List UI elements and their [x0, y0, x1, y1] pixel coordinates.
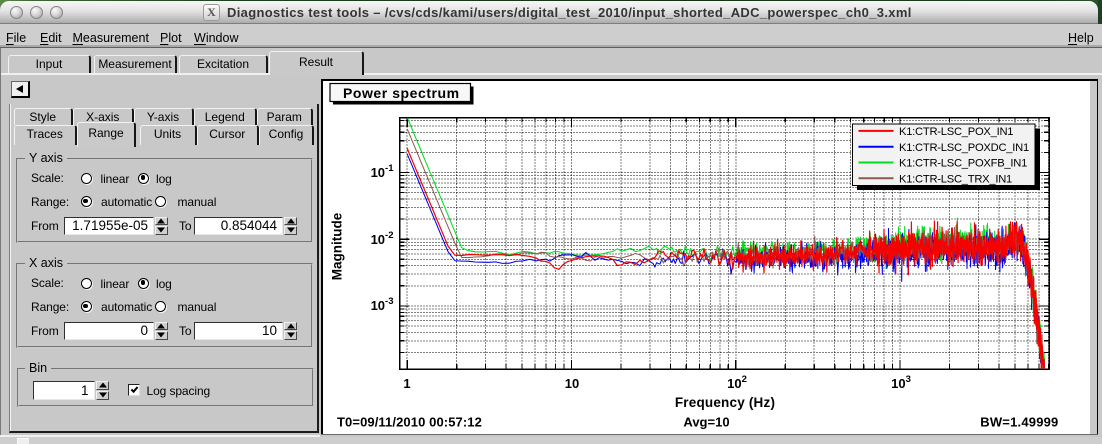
- svg-text:1: 1: [403, 376, 410, 391]
- svg-text:K1:CTR-LSC_POXFB_IN1: K1:CTR-LSC_POXFB_IN1: [899, 158, 1027, 170]
- svg-text:Magnitude: Magnitude: [330, 212, 345, 280]
- svg-text:10-2: 10-2: [371, 230, 394, 247]
- svg-text:Frequency (Hz): Frequency (Hz): [675, 395, 775, 410]
- svg-text:Avg=10: Avg=10: [683, 415, 729, 430]
- svg-text:T0=09/11/2010 00:57:12: T0=09/11/2010 00:57:12: [337, 415, 482, 430]
- svg-text:K1:CTR-LSC_POX_IN1: K1:CTR-LSC_POX_IN1: [899, 126, 1013, 138]
- svg-text:Power spectrum: Power spectrum: [343, 85, 460, 101]
- svg-text:K1:CTR-LSC_TRX_IN1: K1:CTR-LSC_TRX_IN1: [899, 174, 1012, 186]
- svg-text:102: 102: [727, 374, 747, 391]
- svg-text:10-3: 10-3: [371, 296, 394, 313]
- svg-text:10-1: 10-1: [371, 163, 395, 180]
- svg-text:BW=1.49999: BW=1.49999: [980, 415, 1058, 430]
- svg-text:103: 103: [891, 374, 911, 391]
- svg-text:K1:CTR-LSC_POXDC_IN1: K1:CTR-LSC_POXDC_IN1: [899, 142, 1029, 154]
- svg-text:10: 10: [565, 376, 579, 391]
